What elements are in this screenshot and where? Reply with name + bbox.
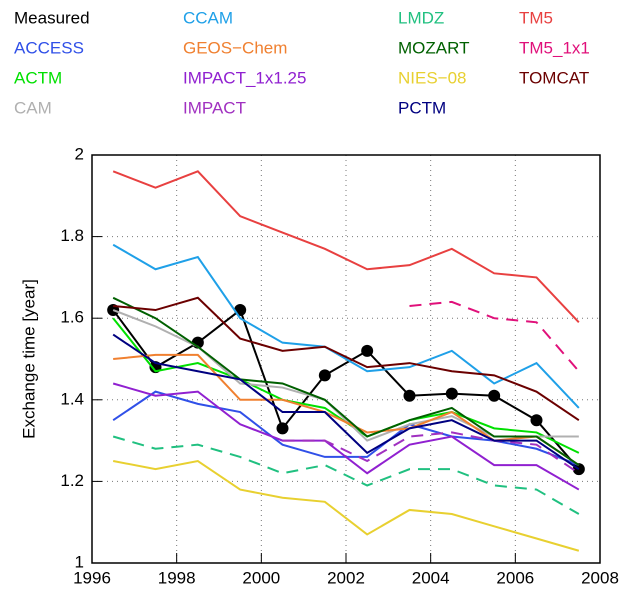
series-line	[112, 308, 580, 470]
data-point	[276, 422, 289, 435]
legend-entry: ACTM	[14, 68, 62, 87]
y-tick-label: 1	[75, 552, 84, 571]
y-tick-label: 1.4	[60, 389, 84, 408]
series-line	[409, 300, 580, 372]
legend-entry: MOZART	[398, 38, 469, 57]
data-point	[318, 369, 331, 382]
series-line	[112, 382, 580, 491]
series-line	[113, 296, 580, 422]
y-tick-label: 2	[75, 144, 84, 163]
series-line	[112, 333, 580, 470]
y-tick-label: 1.6	[60, 308, 84, 327]
legend-entry: ACCESS	[14, 38, 84, 57]
legend-entry: GEOS−Chem	[183, 38, 287, 57]
plot-frame	[91, 154, 601, 564]
legend-entry: IMPACT	[183, 98, 246, 117]
legend-entry: Measured	[14, 8, 90, 27]
x-tick-label: 2002	[327, 568, 365, 587]
legend-entry: LMDZ	[398, 8, 444, 27]
data-point	[403, 389, 416, 402]
x-tick-label: 2000	[242, 568, 280, 587]
data-point	[488, 389, 501, 402]
x-tick-label: 1998	[158, 568, 196, 587]
x-tick-label: 2006	[496, 568, 534, 587]
x-tick-label: 2004	[412, 568, 450, 587]
y-axis-label: Exchange time [year]	[19, 279, 38, 439]
y-tick-label: 1.2	[60, 471, 84, 490]
series-line	[112, 435, 580, 515]
series-line	[112, 459, 580, 552]
series-line	[112, 243, 580, 409]
data-point	[361, 344, 374, 357]
legend-entry: PCTM	[398, 98, 446, 117]
data-point	[234, 304, 247, 317]
legend-entry: CCAM	[183, 8, 233, 27]
series-line	[112, 296, 580, 466]
data-point	[445, 387, 458, 400]
x-tick-label: 2008	[581, 568, 619, 587]
series-line	[282, 431, 580, 475]
y-tick-label: 1.8	[60, 226, 84, 245]
legend-entry: TOMCAT	[519, 68, 589, 87]
legend-entry: TM5	[519, 8, 553, 27]
data-point	[530, 414, 543, 427]
legend-entry: IMPACT_1x1.25	[183, 68, 306, 87]
legend-entry: CAM	[14, 98, 52, 117]
x-tick-label: 1996	[73, 568, 111, 587]
legend-entry: NIES−08	[398, 68, 467, 87]
series-line	[112, 390, 580, 467]
series-line	[112, 170, 580, 323]
legend-entry: TM5_1x1	[519, 38, 590, 57]
